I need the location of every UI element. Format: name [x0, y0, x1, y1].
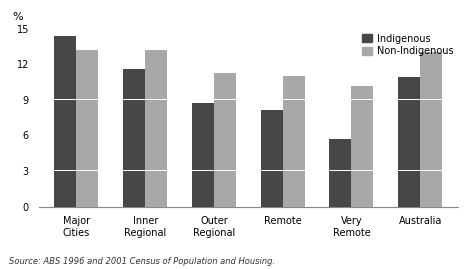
Bar: [420, 52, 442, 63]
Bar: [192, 103, 214, 134]
Bar: [145, 50, 167, 63]
Bar: [420, 100, 442, 134]
Bar: [214, 100, 236, 134]
Y-axis label: %: %: [12, 12, 23, 22]
Bar: [261, 171, 283, 207]
Bar: [54, 171, 77, 207]
Legend: Indigenous, Non-Indigenous: Indigenous, Non-Indigenous: [362, 34, 453, 56]
Bar: [123, 135, 145, 170]
Bar: [54, 135, 77, 170]
Bar: [145, 64, 167, 99]
Bar: [77, 135, 98, 170]
Bar: [351, 87, 374, 99]
Bar: [420, 64, 442, 99]
Bar: [192, 135, 214, 170]
Bar: [329, 139, 351, 170]
Bar: [123, 69, 145, 99]
Bar: [398, 171, 420, 207]
Bar: [214, 73, 236, 99]
Bar: [54, 36, 77, 63]
Bar: [329, 171, 351, 207]
Bar: [192, 171, 214, 207]
Bar: [398, 100, 420, 134]
Bar: [420, 135, 442, 170]
Bar: [398, 135, 420, 170]
Bar: [54, 64, 77, 99]
Bar: [420, 171, 442, 207]
Bar: [283, 135, 305, 170]
Bar: [261, 135, 283, 170]
Bar: [214, 135, 236, 170]
Bar: [123, 171, 145, 207]
Bar: [351, 171, 374, 207]
Bar: [351, 135, 374, 170]
Bar: [283, 100, 305, 134]
Bar: [283, 76, 305, 99]
Bar: [214, 171, 236, 207]
Bar: [261, 110, 283, 134]
Bar: [77, 171, 98, 207]
Bar: [77, 50, 98, 63]
Bar: [123, 100, 145, 134]
Bar: [145, 100, 167, 134]
Bar: [54, 100, 77, 134]
Bar: [283, 171, 305, 207]
Bar: [77, 64, 98, 99]
Bar: [77, 100, 98, 134]
Bar: [145, 171, 167, 207]
Bar: [145, 135, 167, 170]
Text: Source: ABS 1996 and 2001 Census of Population and Housing.: Source: ABS 1996 and 2001 Census of Popu…: [9, 257, 276, 266]
Bar: [398, 77, 420, 99]
Bar: [351, 100, 374, 134]
